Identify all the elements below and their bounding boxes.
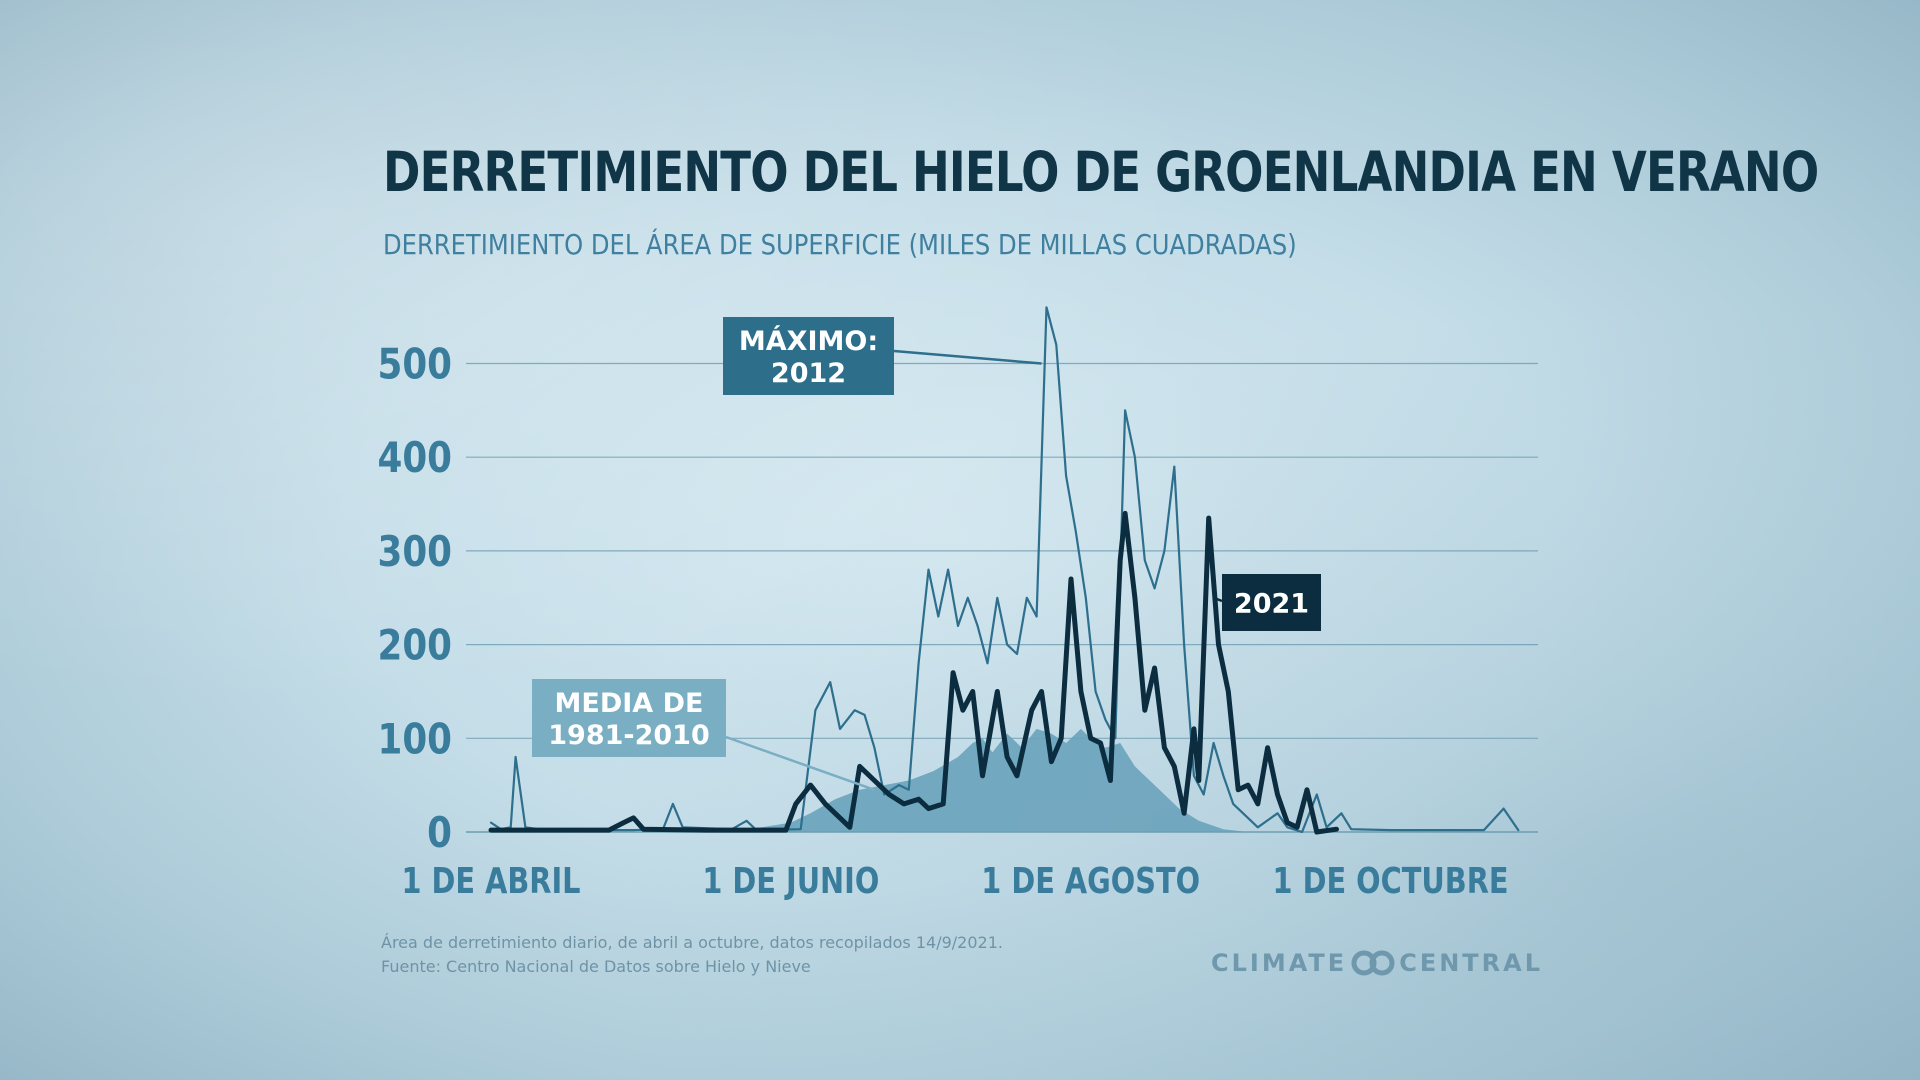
label-max-2012-box <box>723 317 894 395</box>
x-tick-label-3: 1 DE AGOSTO <box>981 860 1200 902</box>
chart-subtitle: DERRETIMIENTO DEL ÁREA DE SUPERFICIE (MI… <box>383 228 1297 261</box>
label-average-leader <box>725 735 875 792</box>
brand-word-climate: CLIMATE <box>1211 949 1348 977</box>
series-average-area <box>491 728 1538 832</box>
label-2021-leader <box>1213 596 1223 603</box>
y-tick-label-400: 400 <box>377 434 452 482</box>
label-max-2012-leader <box>893 349 1042 365</box>
y-tick-label-100: 100 <box>377 716 452 764</box>
label-average-text-1: MEDIA DE <box>555 688 704 719</box>
y-tick-label-200: 200 <box>377 622 452 670</box>
footnote-source: Fuente: Centro Nacional de Datos sobre H… <box>381 957 811 976</box>
y-tick-label-0: 0 <box>427 809 452 857</box>
brand-logo: CLIMATE CENTRAL <box>1211 948 1540 978</box>
x-tick-label-4: 1 DE OCTUBRE <box>1273 860 1509 902</box>
label-average-text-2: 1981-2010 <box>548 720 710 751</box>
footnote-description: Área de derretimiento diario, de abril a… <box>381 933 1003 952</box>
series-2012-line <box>489 306 1520 834</box>
label-2021-text-1: 2021 <box>1234 589 1309 620</box>
label-2021-box <box>1222 574 1321 631</box>
label-max-2012-text-2: 2012 <box>771 358 846 389</box>
y-tick-label-300: 300 <box>377 528 452 576</box>
interlocking-rings-icon <box>1347 949 1399 977</box>
series-2021-line <box>488 510 1339 835</box>
brand-word-central: CENTRAL <box>1399 949 1544 977</box>
x-tick-label-2: 1 DE JUNIO <box>702 860 879 902</box>
x-tick-label-1: 1 DE ABRIL <box>401 860 580 902</box>
label-average-box <box>532 679 726 757</box>
y-tick-label-500: 500 <box>377 341 452 389</box>
label-max-2012-text-1: MÁXIMO: <box>739 325 878 357</box>
